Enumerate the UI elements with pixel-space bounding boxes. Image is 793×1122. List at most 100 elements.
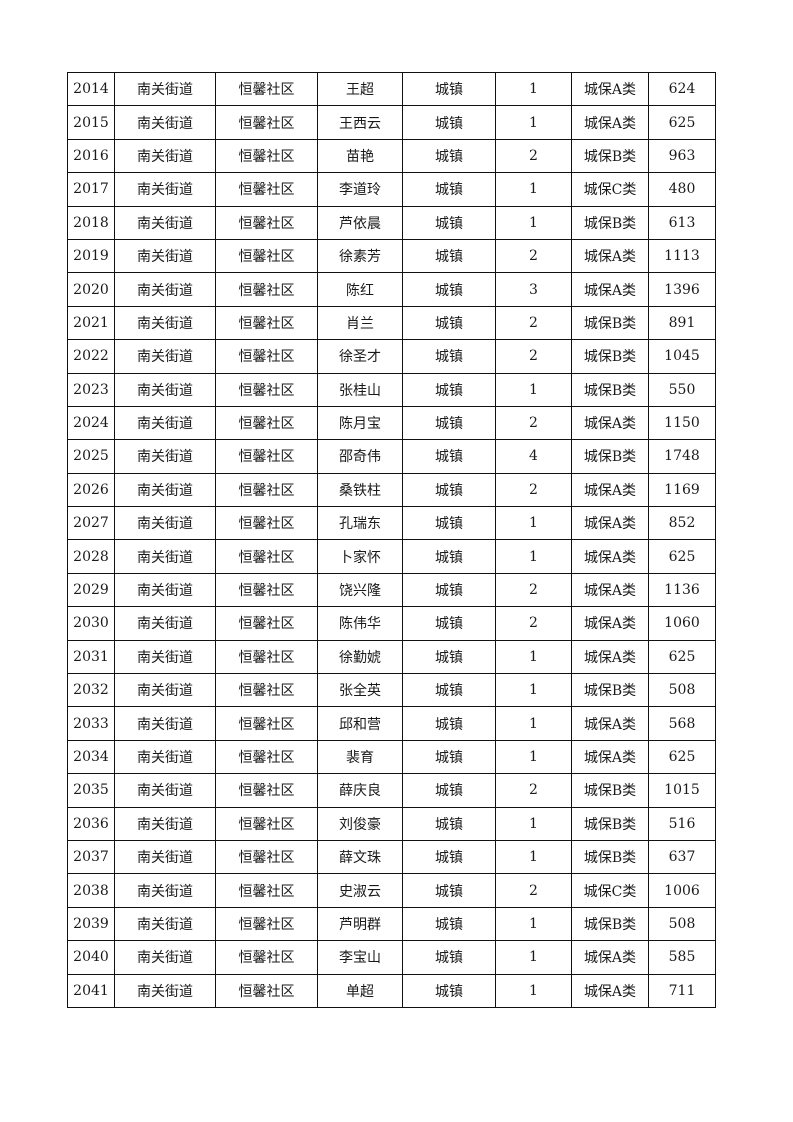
- amount-cell: 508: [648, 906, 716, 942]
- subdistrict-cell: 南关街道: [114, 305, 216, 341]
- row-number-cell: 2021: [67, 305, 115, 341]
- household-size-cell: 1: [495, 839, 572, 875]
- insurance-category-cell: 城保A类: [571, 272, 649, 307]
- subdistrict-cell: 南关街道: [114, 973, 216, 1008]
- subdistrict-cell: 南关街道: [114, 539, 216, 574]
- household-type-cell: 城镇: [402, 973, 496, 1008]
- table-row: 2019 南关街道 恒馨社区 徐素芳 城镇 2 城保A类 1113: [67, 238, 716, 274]
- subdistrict-cell: 南关街道: [114, 606, 216, 641]
- household-type-cell: 城镇: [402, 873, 496, 908]
- row-number-cell: 2036: [67, 806, 115, 841]
- household-type-cell: 城镇: [402, 539, 496, 574]
- insurance-category-cell: 城保A类: [571, 405, 649, 441]
- household-type-cell: 城镇: [402, 238, 496, 274]
- household-size-cell: 1: [495, 372, 572, 407]
- name-cell: 邱和营: [317, 706, 403, 741]
- amount-cell: 963: [648, 138, 716, 174]
- amount-cell: 1006: [648, 873, 716, 908]
- subdistrict-cell: 南关街道: [114, 673, 216, 708]
- table-body: 2014 南关街道 恒馨社区 王超 城镇 1 城保A类 624 2015 南关街道 恒馨社区 王西云城…: [67, 71, 716, 1008]
- name-cell: 薛庆良: [317, 773, 403, 808]
- subdistrict-cell: 南关街道: [114, 706, 216, 741]
- table-row: 2018 南关街道 恒馨社区 芦依晨 城镇 1 城保B类 613: [67, 205, 716, 240]
- community-cell: 恒馨社区: [215, 238, 318, 274]
- household-size-cell: 4: [495, 439, 572, 474]
- amount-cell: 1045: [648, 339, 716, 374]
- household-type-cell: 城镇: [402, 639, 496, 675]
- household-size-cell: 1: [495, 639, 572, 675]
- household-type-cell: 城镇: [402, 439, 496, 474]
- community-cell: 恒馨社区: [215, 71, 318, 107]
- amount-cell: 1748: [648, 439, 716, 474]
- subdistrict-cell: 南关街道: [114, 105, 216, 140]
- insurance-category-cell: 城保A类: [571, 472, 649, 508]
- name-cell: 苗艳: [317, 138, 403, 174]
- table-row: 2024 南关街道 恒馨社区 陈月宝 城镇 2 城保A类 1150: [67, 405, 716, 441]
- row-number-cell: 2023: [67, 372, 115, 407]
- community-cell: 恒馨社区: [215, 639, 318, 675]
- household-type-cell: 城镇: [402, 105, 496, 140]
- amount-cell: 550: [648, 372, 716, 407]
- table-row: 2035 南关街道 恒馨社区 薛庆良 城镇 2 城保B类 1015: [67, 773, 716, 808]
- name-cell: 张桂山: [317, 372, 403, 407]
- community-cell: 恒馨社区: [215, 739, 318, 775]
- community-cell: 恒馨社区: [215, 272, 318, 307]
- row-number-cell: 2033: [67, 706, 115, 741]
- insurance-category-cell: 城保A类: [571, 539, 649, 574]
- insurance-category-cell: 城保A类: [571, 606, 649, 641]
- name-cell: 肖兰: [317, 305, 403, 341]
- amount-cell: 508: [648, 673, 716, 708]
- subdistrict-cell: 南关街道: [114, 806, 216, 841]
- household-type-cell: 城镇: [402, 606, 496, 641]
- name-cell: 李道玲: [317, 172, 403, 207]
- household-type-cell: 城镇: [402, 305, 496, 341]
- insurance-category-cell: 城保B类: [571, 906, 649, 942]
- row-number-cell: 2016: [67, 138, 115, 174]
- community-cell: 恒馨社区: [215, 839, 318, 875]
- household-size-cell: 1: [495, 940, 572, 975]
- amount-cell: 625: [648, 539, 716, 574]
- name-cell: 徐勤婋: [317, 639, 403, 675]
- household-size-cell: 1: [495, 906, 572, 942]
- insurance-category-cell: 城保B类: [571, 138, 649, 174]
- subdistrict-cell: 南关街道: [114, 873, 216, 908]
- insurance-category-cell: 城保A类: [571, 71, 649, 107]
- household-size-cell: 2: [495, 339, 572, 374]
- amount-cell: 585: [648, 940, 716, 975]
- household-type-cell: 城镇: [402, 839, 496, 875]
- insurance-category-cell: 城保B类: [571, 205, 649, 240]
- row-number-cell: 2038: [67, 873, 115, 908]
- subdistrict-cell: 南关街道: [114, 572, 216, 608]
- community-cell: 恒馨社区: [215, 706, 318, 741]
- row-number-cell: 2032: [67, 673, 115, 708]
- name-cell: 刘俊豪: [317, 806, 403, 841]
- subdistrict-cell: 南关街道: [114, 506, 216, 541]
- subdistrict-cell: 南关街道: [114, 639, 216, 675]
- table-row: 2031 南关街道 恒馨社区 徐勤婋 城镇 1 城保A类 625: [67, 639, 716, 675]
- name-cell: 陈月宝: [317, 405, 403, 441]
- household-size-cell: 3: [495, 272, 572, 307]
- community-cell: 恒馨社区: [215, 339, 318, 374]
- name-cell: 芦依晨: [317, 205, 403, 240]
- community-cell: 恒馨社区: [215, 105, 318, 140]
- row-number-cell: 2028: [67, 539, 115, 574]
- row-number-cell: 2034: [67, 739, 115, 775]
- table-row: 2026 南关街道 恒馨社区 桑铁柱 城镇 2 城保A类 1169: [67, 472, 716, 508]
- community-cell: 恒馨社区: [215, 773, 318, 808]
- insurance-category-cell: 城保A类: [571, 940, 649, 975]
- name-cell: 孔瑞东: [317, 506, 403, 541]
- amount-cell: 613: [648, 205, 716, 240]
- row-number-cell: 2026: [67, 472, 115, 508]
- community-cell: 恒馨社区: [215, 539, 318, 574]
- name-cell: 徐圣才: [317, 339, 403, 374]
- household-type-cell: 城镇: [402, 472, 496, 508]
- household-type-cell: 城镇: [402, 205, 496, 240]
- table-row: 2041 南关街道 恒馨社区 单超 城镇 1 城保A类 711: [67, 973, 716, 1008]
- row-number-cell: 2040: [67, 940, 115, 975]
- amount-cell: 625: [648, 105, 716, 140]
- household-type-cell: 城镇: [402, 572, 496, 608]
- household-size-cell: 1: [495, 172, 572, 207]
- amount-cell: 1396: [648, 272, 716, 307]
- household-size-cell: 2: [495, 405, 572, 441]
- table-row: 2023 南关街道 恒馨社区 张桂山 城镇 1 城保B类 550: [67, 372, 716, 407]
